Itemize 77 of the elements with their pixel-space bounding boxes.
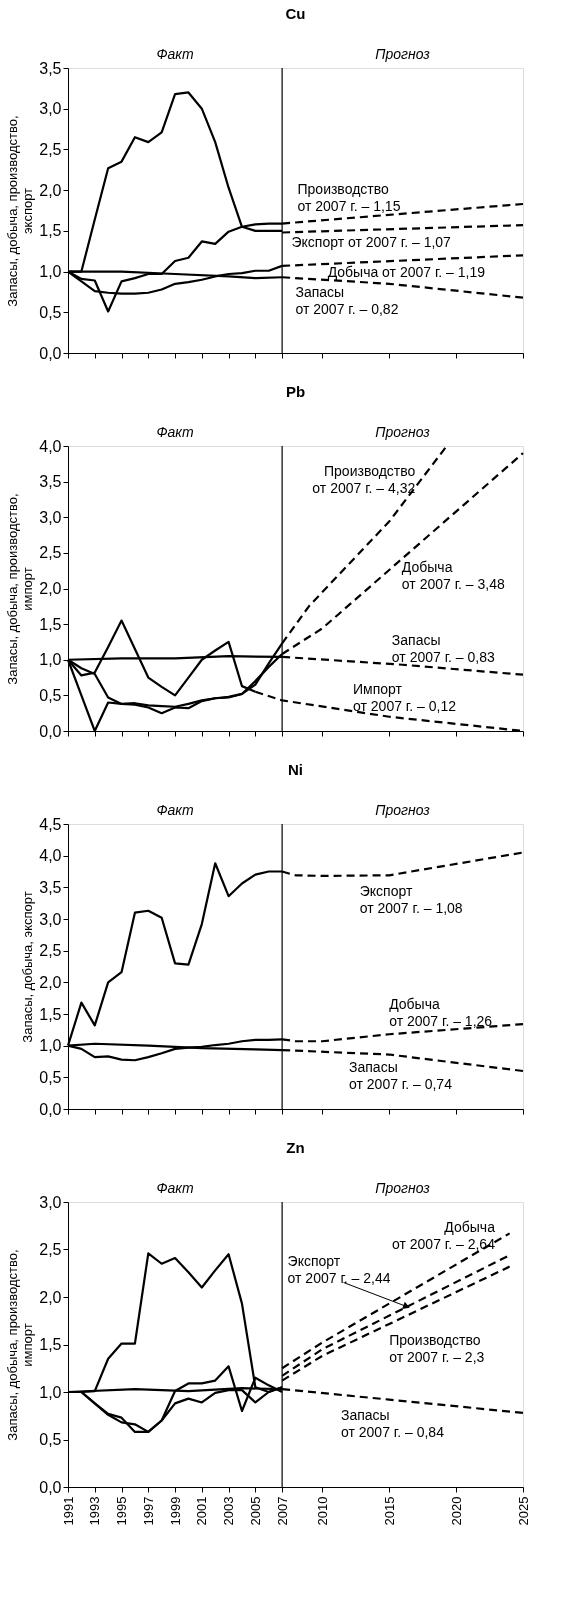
text: Факт [156, 802, 195, 818]
x-tick-label: 2020 [448, 1496, 464, 1526]
annotation: Запасы от 2007 г. – 0,74 [349, 1058, 453, 1092]
y-tick-label: 0,0 [39, 1478, 62, 1496]
y-tick-label: 0,0 [39, 344, 62, 362]
y-tick-label: 3,0 [39, 100, 62, 118]
y-tick-label: 1,0 [39, 263, 62, 281]
x-tick-label: 2015 [381, 1496, 397, 1526]
annotation: Добыча от 2007 г. – 1,19 [327, 264, 486, 281]
y-tick-label: 0,5 [39, 1431, 62, 1448]
annotation: Производство от 2007 г. – 4,32 [312, 463, 416, 497]
x-tick-label: 1999 [167, 1496, 183, 1526]
chart-title: Pb [285, 383, 306, 400]
x-tick-label: 2025 [515, 1496, 531, 1526]
y-tick-label: 3,5 [39, 473, 62, 491]
annotation: Экспорт от 2007 г. – 2,44 [287, 1252, 391, 1286]
y-tick-label: 0,0 [39, 722, 62, 740]
y-tick-label: 2,0 [39, 181, 62, 199]
y-tick-label: 4,0 [39, 437, 62, 455]
x-tick-label: 2010 [314, 1496, 330, 1526]
x-tick-label: 2007 [274, 1496, 290, 1526]
y-tick-label: 1,5 [39, 615, 62, 633]
y-tick-label: 2,0 [39, 1288, 62, 1306]
x-tick-label: 2001 [194, 1496, 210, 1526]
x-tick-label: 2003 [221, 1496, 237, 1526]
text: Факт [156, 46, 195, 62]
y-tick-label: 4,0 [39, 847, 62, 865]
y-tick-label: 2,5 [39, 942, 62, 960]
text: Факт [156, 424, 195, 440]
y-tick-label: 3,5 [39, 878, 62, 896]
annotation: Добыча от 2007 г. – 1,26 [389, 996, 493, 1030]
y-tick-label: 2,0 [39, 973, 62, 991]
chart-title: Zn [286, 1139, 305, 1156]
y-tick-label: 0,5 [39, 1068, 62, 1086]
annotation: Экспорт от 2007 г. – 1,08 [359, 883, 463, 917]
text: Прогноз [375, 802, 431, 818]
annotation: Производство от 2007 г. – 2,3 [389, 1331, 485, 1365]
y-axis-title: Запасы, добыча, производство, импорт [5, 1249, 36, 1441]
x-tick-label: 2005 [247, 1496, 263, 1526]
y-tick-label: 2,5 [39, 1241, 62, 1258]
y-tick-label: 3,0 [39, 508, 62, 526]
x-tick-label: 1997 [140, 1496, 156, 1526]
chart-title: Ni [288, 761, 303, 778]
y-tick-label: 2,5 [39, 140, 62, 158]
annotation: Экспорт от 2007 г. – 1,07 [291, 233, 452, 250]
y-tick-label: 0,5 [39, 303, 62, 321]
text: Прогноз [375, 46, 431, 62]
annotation: Запасы от 2007 г. – 0,83 [391, 632, 495, 666]
y-tick-label: 0,5 [39, 686, 62, 704]
y-tick-label: 2,0 [39, 580, 62, 597]
y-tick-label: 1,5 [39, 222, 62, 240]
y-axis-title: Запасы, добыча, производство, экспорт [5, 115, 36, 307]
y-tick-label: 2,5 [39, 544, 62, 562]
y-axis-title: Запасы, добыча, производство, импорт [5, 493, 36, 685]
text: Факт [156, 1180, 195, 1196]
y-tick-label: 1,0 [39, 1037, 62, 1055]
annotation: Запасы от 2007 г. – 0,84 [341, 1406, 445, 1440]
annotation: Запасы от 2007 г. – 0,82 [295, 284, 399, 318]
y-tick-label: 3,5 [39, 59, 62, 77]
y-tick-label: 1,5 [39, 1336, 62, 1353]
y-tick-label: 3,0 [39, 1193, 62, 1211]
y-axis-title: Запасы, добыча, экспорт [20, 891, 36, 1043]
y-tick-label: 0,0 [39, 1100, 62, 1118]
text: Прогноз [375, 424, 431, 440]
y-tick-label: 1,0 [39, 651, 62, 669]
y-tick-label: 4,5 [39, 815, 62, 833]
x-tick-label: 1991 [60, 1496, 76, 1526]
annotation: Добыча от 2007 г. – 3,48 [401, 558, 505, 592]
y-tick-label: 3,0 [39, 910, 62, 928]
annotation: Импорт от 2007 г. – 0,12 [353, 681, 457, 715]
y-tick-label: 1,5 [39, 1005, 62, 1023]
annotation: Производство от 2007 г. – 1,15 [297, 180, 401, 214]
x-tick-label: 1995 [114, 1496, 130, 1526]
text: Прогноз [375, 1180, 431, 1196]
chart-title: Cu [285, 5, 306, 22]
x-tick-label: 1993 [87, 1496, 103, 1526]
y-tick-label: 1,0 [39, 1383, 62, 1401]
